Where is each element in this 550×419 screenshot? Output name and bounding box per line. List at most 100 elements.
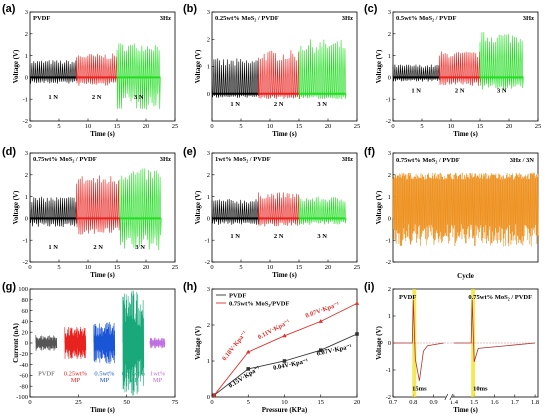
y-tick-label: 0 [388,75,391,82]
force-label: 1 N [48,244,58,251]
panel-label: (a) [2,3,16,15]
x-axis-label: Time (s) [90,130,115,138]
y-tick-label: 0 [25,75,28,82]
series-trace [93,321,116,365]
force-label: 1 N [230,101,240,108]
y-tick-label: 2 [25,31,28,38]
slope-annotation: 0.15V·Kpa⁻¹ [227,365,261,390]
y-tick-label: 40 [22,319,29,326]
series-trace [119,168,162,251]
data-point [282,359,287,363]
y-tick-label: 3 [207,286,210,293]
legend-label: 0.5wt% MoS₂ / PVDF [396,15,456,22]
y-tick-label: -40 [19,362,28,369]
series-trace [298,196,347,225]
series-trace [211,58,260,98]
x-tick-label: 1.4 [450,399,459,406]
series-trace [29,196,78,228]
legend-bg [394,156,464,164]
legend-label: 0.75wt% MoS₂ / PVDF [396,157,460,164]
force-label: 2 N [274,101,284,108]
slope-annotation: 0.11V·Kpa⁻¹ [257,318,291,341]
x-tick-label: 0 [28,399,31,406]
x-tick-label: 25 [354,123,361,130]
series-trace [149,337,166,349]
x-tick-label: 0 [391,123,394,130]
force-label: 3 N [497,88,507,95]
y-axis-label: Voltage (V) [375,190,383,224]
x-tick-label: 25 [354,264,361,271]
x-tick-label: 0.8 [409,399,417,406]
frequency-label: 3Hz [160,15,171,22]
x-tick-label: 20 [354,399,361,406]
y-axis-label: Current (nA) [12,322,20,362]
y-tick-label: 3 [207,150,210,157]
series-trace [116,43,161,110]
x-tick-label: 20 [143,264,150,271]
series-label: PVDF [38,370,55,377]
x-tick-label: 5 [57,123,60,130]
x-tick-label: 0 [28,264,31,271]
y-axis-label: Voltage (V) [194,190,202,224]
series-trace [29,60,78,84]
y-tick-label: 1 [25,194,28,201]
series-trace [393,299,444,381]
series-trace [392,172,539,247]
panel-label-right: 0.75wt% MoS₂ / PVDF [468,294,532,301]
x-axis-label: Pressure (KPa) [262,406,308,414]
data-point [318,348,323,352]
y-axis-label: Voltage (V) [375,49,383,83]
x-tick-label: 15 [296,264,303,271]
data-point [354,301,360,305]
x-tick-label: 1.8 [531,399,539,406]
x-tick-label: 10 [85,264,92,271]
y-tick-label: 2 [207,36,210,43]
y-tick-label: 2 [388,172,391,179]
x-tick-label: 0.9 [430,399,438,406]
force-label: 3 N [135,244,145,251]
force-label: 2 N [93,244,103,251]
force-label: 1 N [411,88,421,95]
x-tick-label: 1.5 [470,399,478,406]
y-tick-label: -2 [386,259,391,266]
y-tick-label: 2 [25,172,28,179]
series-trace [258,50,301,100]
y-tick-label: 2 [388,31,391,38]
panel-label: (e) [183,146,197,158]
x-tick-label: 25 [172,123,179,130]
x-tick-label: 5 [239,264,242,271]
x-axis-label: Time (s) [90,271,115,279]
y-tick-label: 0 [388,340,391,347]
panel-label: (g) [2,281,16,293]
panel-d: 0 5 10 15 20 25 -2 -1 0 1 2 3 Time (s) Voltage (V) 0.7… [12,150,178,279]
series-trace [211,198,260,225]
panel-label: (h) [183,281,197,293]
legend-label: 0.25wt% MoS₂ / PVDF [215,15,279,22]
y-tick-label: 1 [388,53,391,60]
series-trace [76,53,119,86]
y-tick-label: -2 [386,394,391,401]
force-label: 1 N [230,233,240,240]
frequency-label: 3Hz [342,156,353,163]
x-tick-label: 20 [325,264,332,271]
series-trace [453,299,536,363]
y-tick-label: -2 [205,259,210,266]
y-tick-label: 0 [207,91,210,98]
x-tick-label: 5 [247,399,250,406]
highlight-band [471,289,476,397]
y-tick-label: -1 [386,96,391,103]
x-tick-label: 10 [85,123,92,130]
x-tick-label: 0 [210,264,213,271]
y-tick-label: 1 [207,194,210,201]
force-label: 1 N [48,94,58,101]
data-point [282,333,287,338]
series-label: MP [153,377,163,384]
y-tick-label: 60 [22,308,29,315]
panel-i: 0.7 0.8 0.9 1.4 1.5 1.6 1.7 1.8 -2 -1 0 1 2 Time (s) V… [375,286,539,414]
legend-label: 0.75wt% MoS₂ / PVDF [33,156,97,163]
series-trace [258,192,301,227]
panel-label: (f) [364,146,375,158]
legend-label: PVDF [33,15,50,22]
slope-annotation: 0.07V·Kpa⁻¹ [316,343,352,357]
x-tick-label: 15 [477,123,484,130]
